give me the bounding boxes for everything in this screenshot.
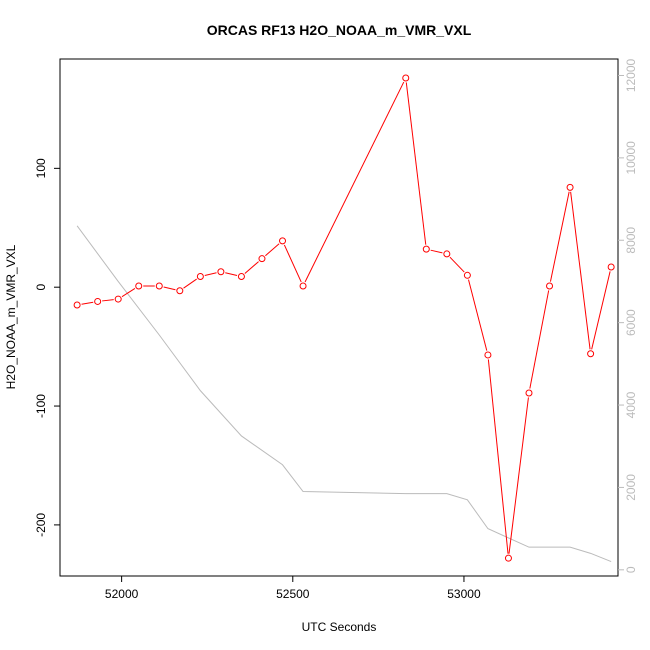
series-line-segment xyxy=(468,279,488,351)
y2-tick-label: 0 xyxy=(624,566,638,573)
series-line-segment xyxy=(549,191,570,282)
y2-tick-label: 10000 xyxy=(624,141,638,175)
x-tick-label: 53000 xyxy=(447,587,481,601)
data-point xyxy=(566,183,574,191)
chart-title: ORCAS RF13 H2O_NOAA_m_VMR_VXL xyxy=(207,22,472,38)
series-line-segment xyxy=(183,278,197,289)
data-point xyxy=(196,272,204,280)
series-line-segment xyxy=(244,261,259,274)
data-point xyxy=(484,351,492,359)
altitude-line xyxy=(76,225,612,563)
data-point xyxy=(546,282,554,290)
data-point xyxy=(258,255,266,263)
y2-tick-label: 8000 xyxy=(624,227,638,254)
y-tick-label: -200 xyxy=(34,513,48,537)
series-line-segment xyxy=(529,290,550,389)
data-point xyxy=(176,287,184,295)
y2-tick-label: 2000 xyxy=(624,474,638,501)
data-point xyxy=(607,263,615,271)
data-point xyxy=(587,350,595,358)
data-point xyxy=(402,74,410,82)
data-point xyxy=(135,282,143,290)
data-point xyxy=(237,272,245,280)
y-tick-label: -100 xyxy=(34,394,48,418)
x-tick-label: 52500 xyxy=(276,587,310,601)
y-axis: -200 -100 0 100 xyxy=(34,158,60,537)
data-point xyxy=(114,295,122,303)
data-point xyxy=(422,245,430,253)
data-point xyxy=(443,250,451,258)
series-line-segment xyxy=(430,249,443,254)
series-line-segment xyxy=(487,359,509,554)
y2-tick-label: 6000 xyxy=(624,309,638,336)
series-line-segment xyxy=(102,299,114,302)
data-point xyxy=(299,282,307,290)
series-line-segment xyxy=(304,81,405,283)
series-line-segment xyxy=(508,397,529,554)
x-tick-label: 52000 xyxy=(105,587,139,601)
y-tick-label: 100 xyxy=(34,158,48,178)
data-point xyxy=(155,282,163,290)
series-line-segment xyxy=(81,301,94,305)
series-line-segment xyxy=(283,244,302,283)
series-line-segment xyxy=(163,286,176,291)
x-axis: 52000 52500 53000 xyxy=(105,576,481,601)
x-axis-label: UTC Seconds xyxy=(302,620,377,634)
series-line-segment xyxy=(405,82,427,245)
data-point xyxy=(94,297,102,305)
y2-tick-label: 12000 xyxy=(624,58,638,92)
data-point xyxy=(217,268,225,276)
plot-frame xyxy=(59,58,619,577)
series-line-segment xyxy=(591,271,611,350)
series-line-segment xyxy=(225,272,238,276)
data-point xyxy=(504,554,512,562)
y-tick-label: 0 xyxy=(34,284,48,291)
series-line-segment xyxy=(265,243,280,257)
series-line-segment xyxy=(204,272,217,276)
y-axis-label: H2O_NOAA_m_VMR_VXL xyxy=(4,244,18,389)
secondary-y-axis: 0 2000 4000 6000 8000 10000 12000 xyxy=(618,58,638,573)
data-point xyxy=(279,237,287,245)
data-point xyxy=(525,389,533,397)
series-line-segment xyxy=(121,287,136,298)
series-line-segment xyxy=(449,256,465,273)
y2-tick-label: 4000 xyxy=(624,391,638,418)
data-point xyxy=(73,301,81,309)
series-layer xyxy=(73,74,615,563)
data-point xyxy=(463,271,471,279)
series-line-segment xyxy=(570,191,591,350)
